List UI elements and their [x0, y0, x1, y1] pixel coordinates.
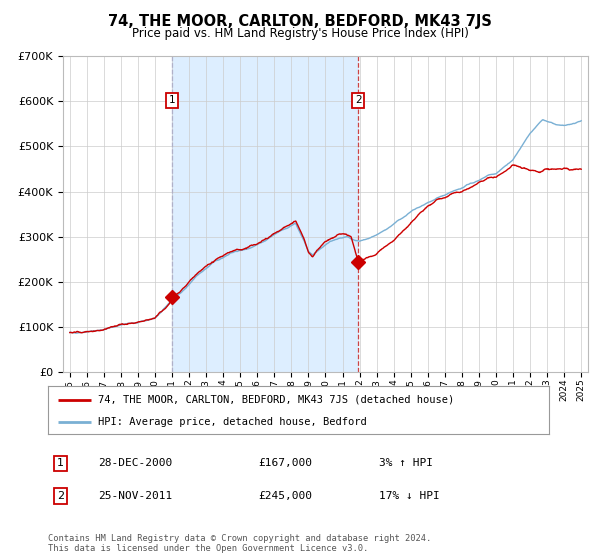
Text: 3% ↑ HPI: 3% ↑ HPI — [379, 459, 433, 468]
Text: 2: 2 — [57, 491, 64, 501]
Text: £245,000: £245,000 — [259, 491, 313, 501]
Text: 74, THE MOOR, CARLTON, BEDFORD, MK43 7JS (detached house): 74, THE MOOR, CARLTON, BEDFORD, MK43 7JS… — [98, 395, 454, 405]
Text: 74, THE MOOR, CARLTON, BEDFORD, MK43 7JS: 74, THE MOOR, CARLTON, BEDFORD, MK43 7JS — [108, 14, 492, 29]
Text: 25-NOV-2011: 25-NOV-2011 — [98, 491, 172, 501]
Text: 1: 1 — [57, 459, 64, 468]
Text: 28-DEC-2000: 28-DEC-2000 — [98, 459, 172, 468]
Text: Contains HM Land Registry data © Crown copyright and database right 2024.
This d: Contains HM Land Registry data © Crown c… — [48, 534, 431, 553]
Text: 17% ↓ HPI: 17% ↓ HPI — [379, 491, 439, 501]
Text: 2: 2 — [355, 95, 362, 105]
Text: Price paid vs. HM Land Registry's House Price Index (HPI): Price paid vs. HM Land Registry's House … — [131, 27, 469, 40]
Text: £167,000: £167,000 — [259, 459, 313, 468]
Text: 1: 1 — [169, 95, 175, 105]
Text: HPI: Average price, detached house, Bedford: HPI: Average price, detached house, Bedf… — [98, 417, 367, 427]
Bar — [172, 56, 358, 372]
